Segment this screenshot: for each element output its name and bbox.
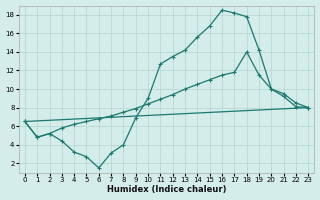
X-axis label: Humidex (Indice chaleur): Humidex (Indice chaleur)	[107, 185, 226, 194]
